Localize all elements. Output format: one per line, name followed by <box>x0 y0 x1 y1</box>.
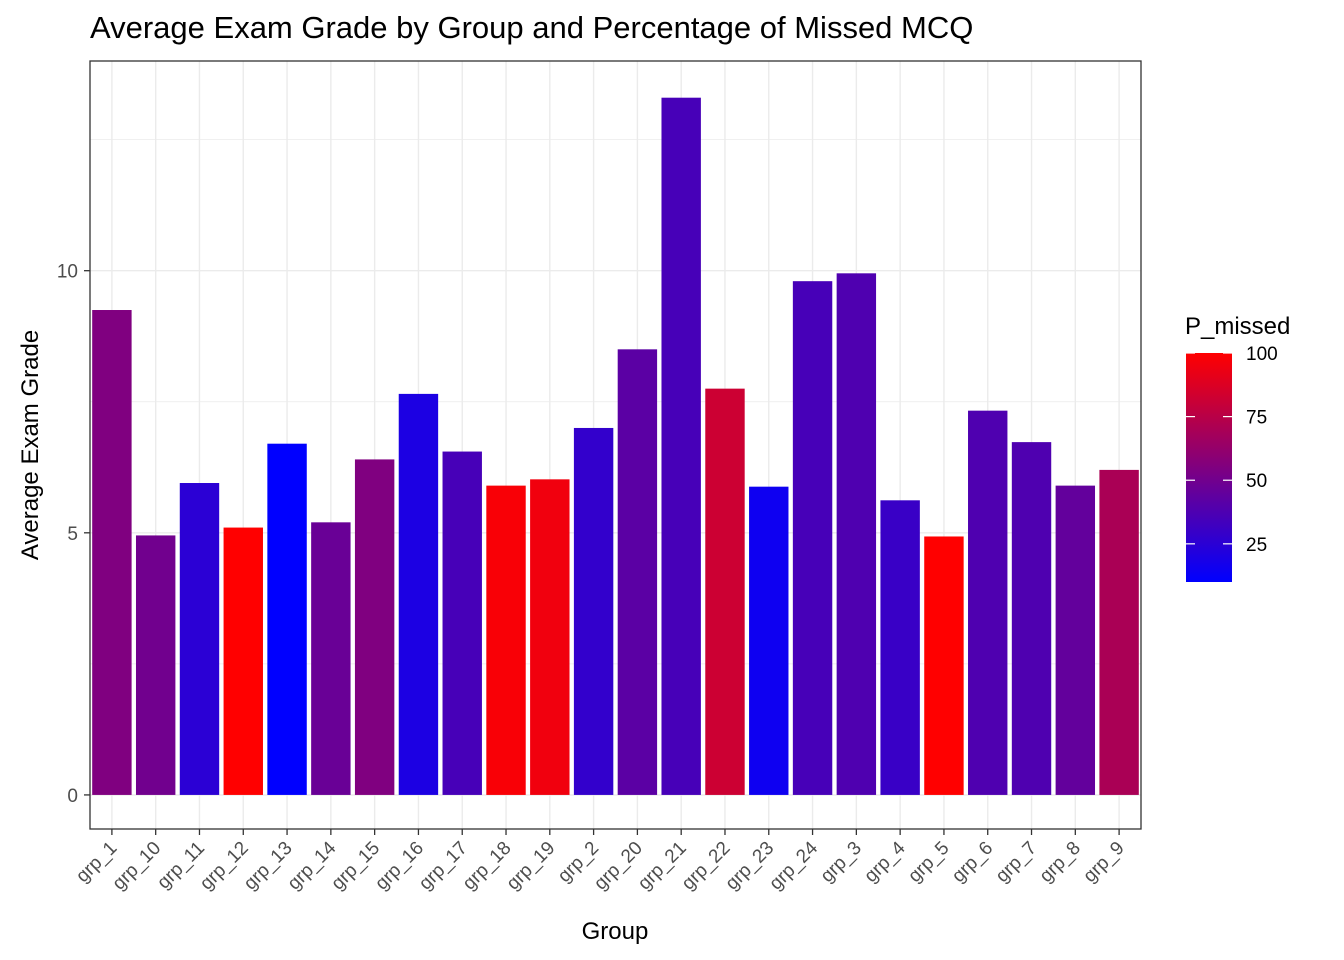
bar-grp_11 <box>179 483 220 795</box>
bar-grp_4 <box>880 500 920 795</box>
bar-grp_3 <box>836 273 877 795</box>
bar-grp_24 <box>792 281 833 795</box>
bar-grp_9 <box>1099 469 1139 795</box>
x-tick-label: grp_8 <box>1036 838 1085 887</box>
legend-title: P_missed <box>1185 313 1290 340</box>
color-legend: P_missed 25 50 75 100 <box>1185 313 1290 582</box>
y-axis: 0 5 10 <box>57 262 90 807</box>
bar-grp_2 <box>573 427 614 795</box>
x-axis: grp_1grp_10grp_11grp_12grp_13grp_14grp_1… <box>72 829 1129 895</box>
x-tick-label: grp_18 <box>459 838 516 895</box>
x-tick-label: grp_23 <box>722 838 779 895</box>
x-tick-label: grp_6 <box>948 838 997 887</box>
bar-grp_16 <box>398 393 439 795</box>
x-tick-label: grp_4 <box>860 837 910 887</box>
bar-grp_12 <box>223 527 263 795</box>
bar-grp_13 <box>267 443 307 795</box>
bars <box>92 97 1139 795</box>
x-tick-label: grp_14 <box>284 837 341 894</box>
bar-grp_19 <box>530 479 570 795</box>
y-axis-title: Average Exam Grade <box>17 330 44 560</box>
plot-panel-border <box>89 60 1142 830</box>
x-tick-label: grp_22 <box>678 838 735 895</box>
legend-colorbar <box>1186 353 1232 582</box>
x-tick-label: grp_13 <box>240 838 297 895</box>
x-tick-label: grp_9 <box>1079 838 1128 887</box>
y-tick-label: 0 <box>67 786 78 807</box>
x-tick-label: grp_16 <box>371 838 428 895</box>
bar-grp_5 <box>924 536 964 795</box>
x-tick-label: grp_21 <box>634 838 691 895</box>
bar-grp_22 <box>705 388 745 795</box>
x-tick-label: grp_3 <box>817 838 866 887</box>
legend-tick-label: 100 <box>1246 344 1278 365</box>
bar-grp_18 <box>486 485 526 795</box>
x-tick-label: grp_10 <box>109 838 166 895</box>
bar-grp_6 <box>968 410 1008 795</box>
x-tick-label: grp_7 <box>992 838 1041 887</box>
x-tick-label: grp_15 <box>327 838 384 895</box>
bar-grp_17 <box>442 451 482 795</box>
chart-title: Average Exam Grade by Group and Percenta… <box>90 10 974 45</box>
legend-tick-label: 50 <box>1246 471 1267 492</box>
x-tick-label: grp_5 <box>904 838 953 887</box>
x-tick-label: grp_17 <box>415 838 472 895</box>
bar-grp_21 <box>661 97 701 795</box>
x-axis-title: Group <box>582 918 649 945</box>
y-tick-label: 10 <box>57 262 78 283</box>
legend-tick-label: 25 <box>1246 535 1267 556</box>
bar-grp_8 <box>1055 485 1096 795</box>
x-tick-label: grp_24 <box>765 837 822 894</box>
x-tick-label: grp_19 <box>503 838 560 895</box>
bar-grp_20 <box>617 349 658 795</box>
bar-grp_1 <box>92 310 132 795</box>
legend-ticks: 25 50 75 100 <box>1186 344 1278 556</box>
bar-grp_15 <box>354 459 395 795</box>
x-tick-label: grp_20 <box>590 838 647 895</box>
bar-grp_10 <box>135 535 176 795</box>
y-tick-label: 5 <box>67 524 78 545</box>
bar-grp_14 <box>311 522 351 795</box>
bar-grp_7 <box>1011 442 1052 795</box>
x-tick-label: grp_12 <box>196 838 253 895</box>
legend-tick-label: 75 <box>1246 408 1267 429</box>
bar-grp_23 <box>749 486 789 795</box>
